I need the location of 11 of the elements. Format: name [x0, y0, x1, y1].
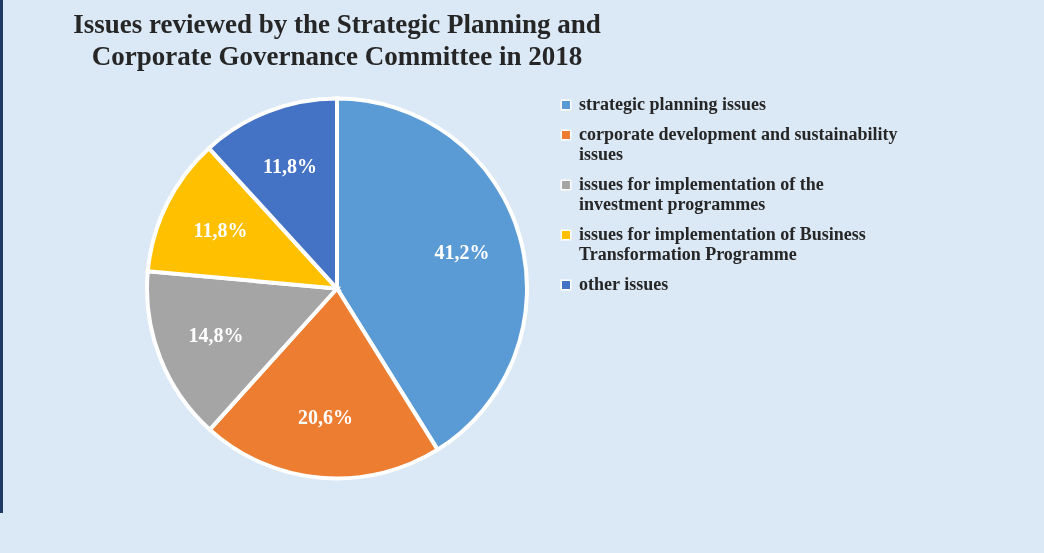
data-label: 11,8% [263, 155, 317, 178]
data-label: 14,8% [188, 323, 244, 346]
legend-label: issues for implementation of Business Transformation Programme [579, 224, 866, 264]
data-label: 20,6% [298, 406, 354, 428]
chart-title: Issues reviewed by the Strategic Planning and Corporate Governance Committee in 2018 [73, 8, 601, 71]
data-label: 41,2% [434, 240, 490, 263]
legend-label: corporate development and sustainability issues [579, 124, 898, 164]
legend-label: issues for implementation of the investment programmes [579, 174, 824, 214]
legend-label: other issues [579, 274, 669, 294]
legend-label: strategic planning issues [579, 94, 767, 114]
data-label: 11,8% [193, 218, 248, 241]
